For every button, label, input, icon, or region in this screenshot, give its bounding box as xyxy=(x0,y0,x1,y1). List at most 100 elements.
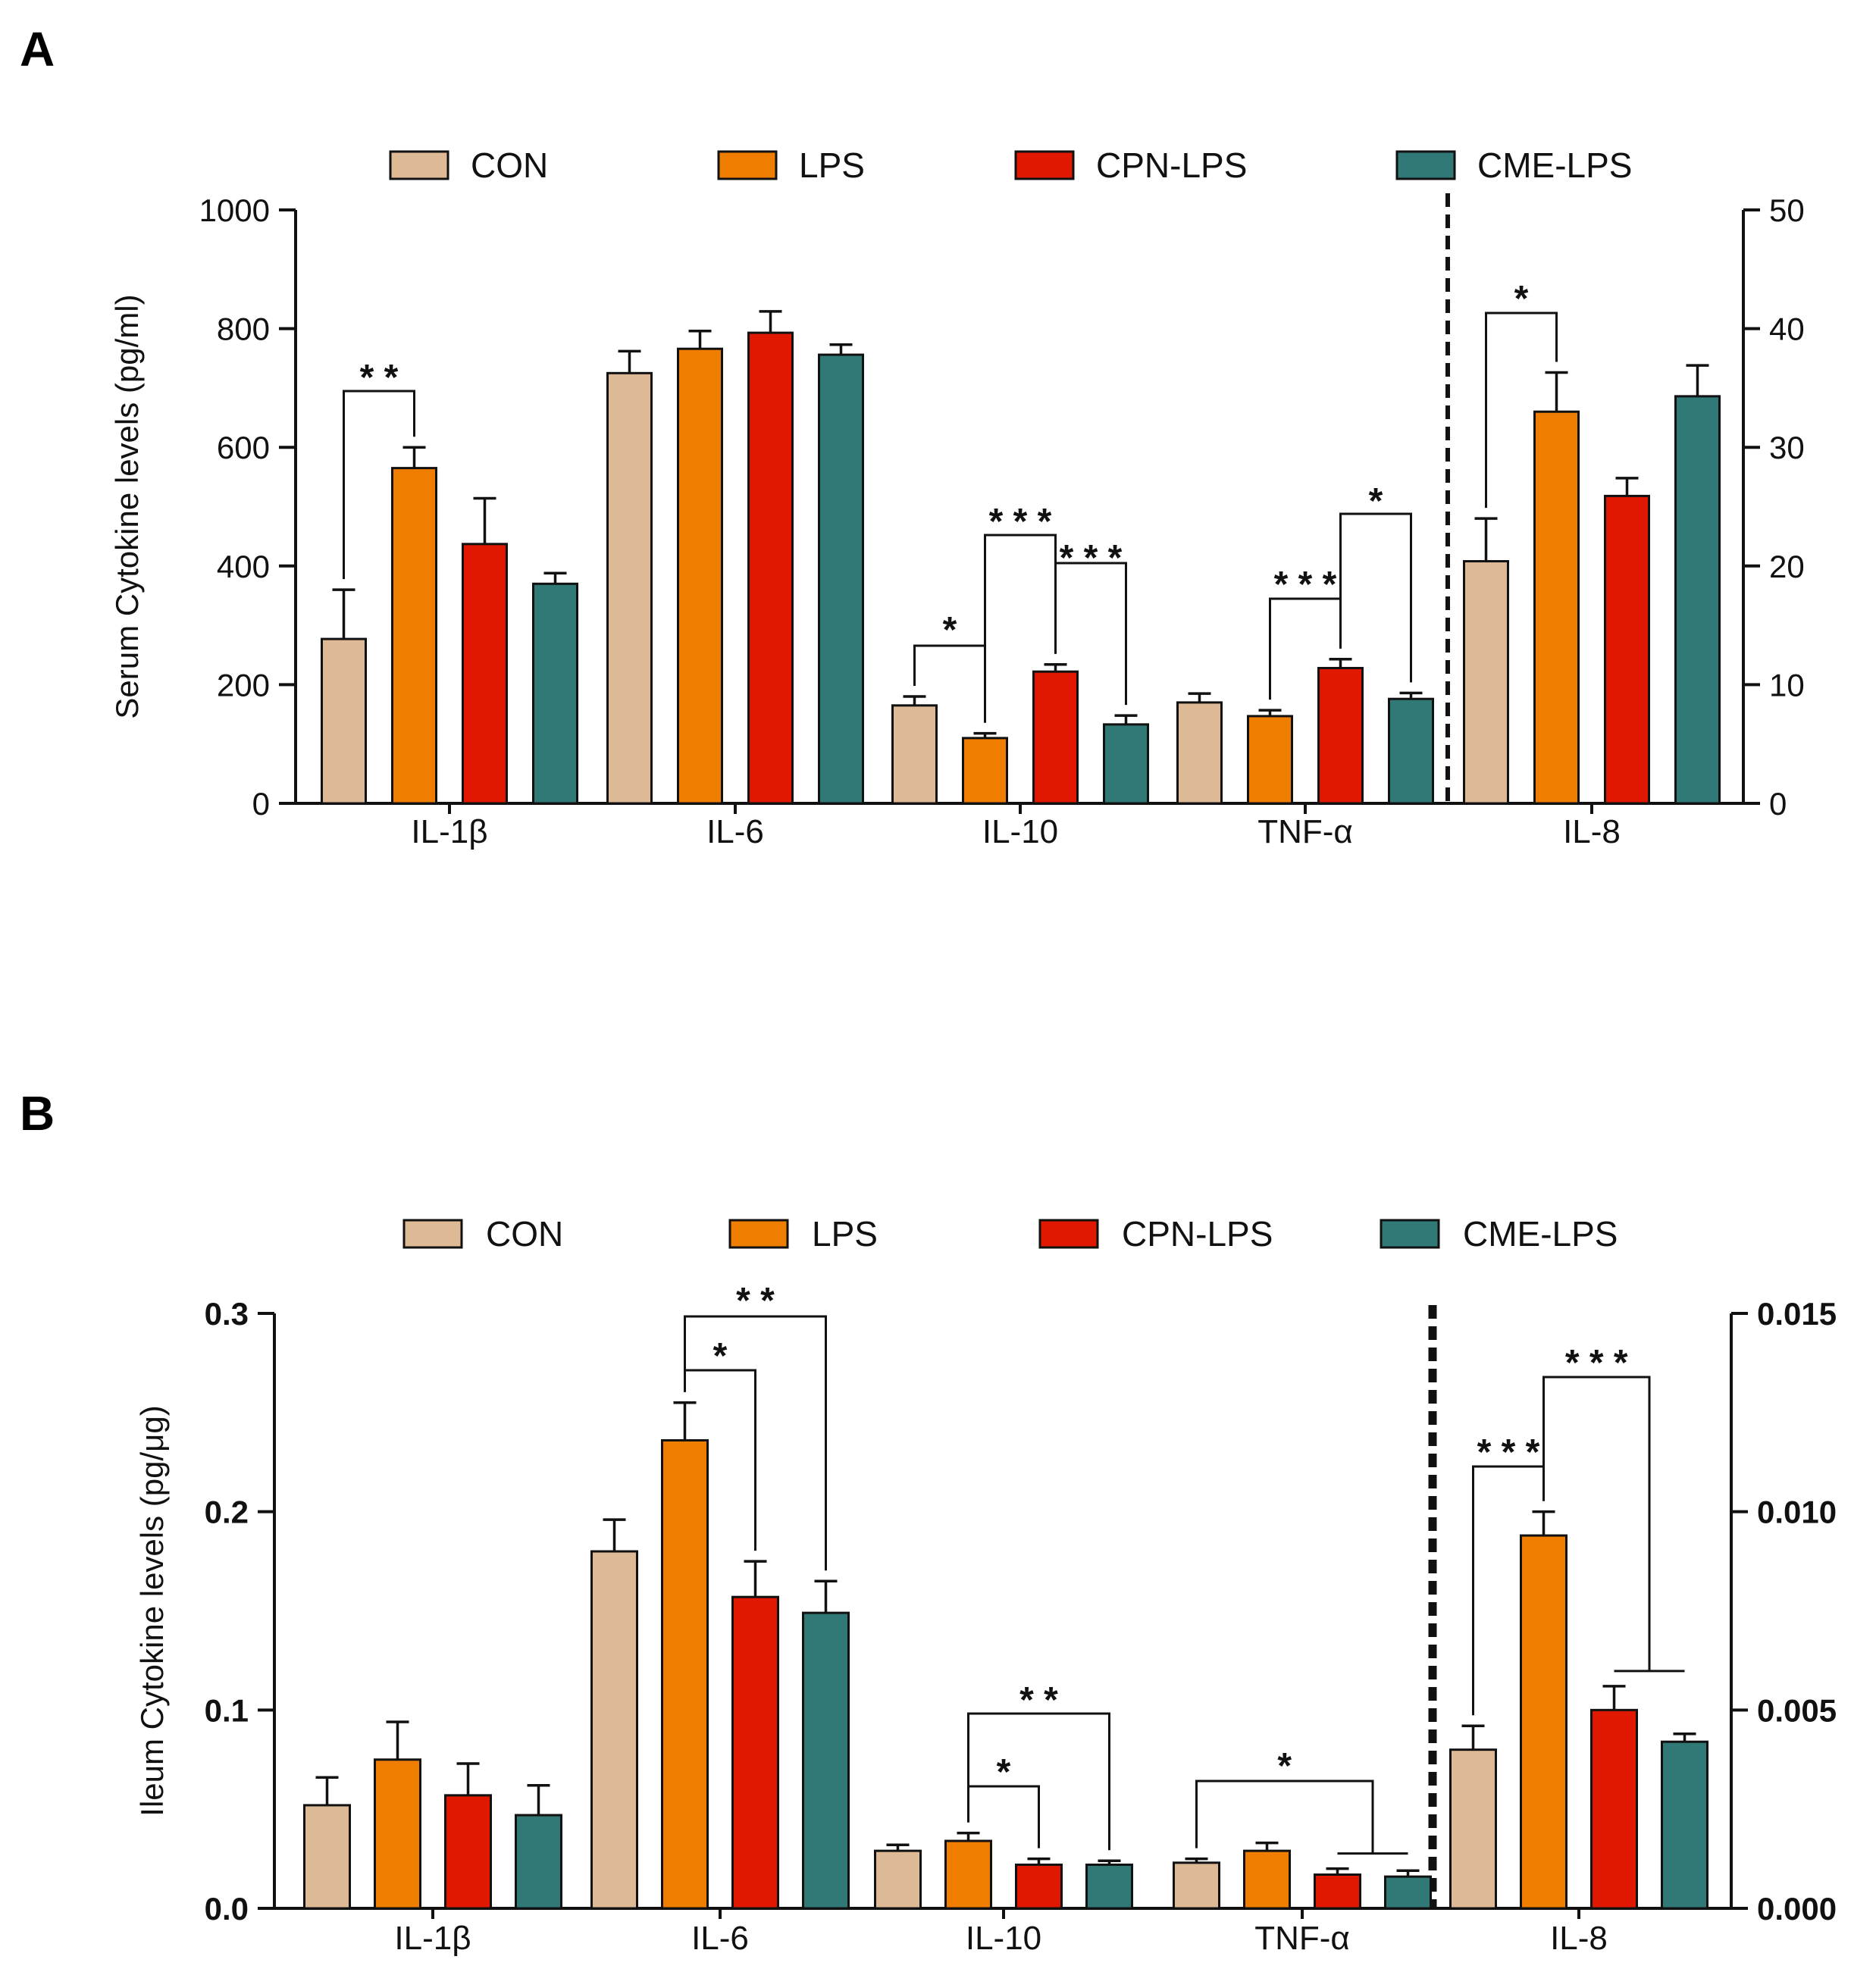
legend-swatch xyxy=(728,1219,789,1249)
bar xyxy=(1384,1875,1432,1910)
significance-stars: * xyxy=(713,1336,728,1376)
y2-tick-label: 10 xyxy=(1769,667,1805,703)
bar xyxy=(1661,1740,1708,1910)
significance-bracket: * * * xyxy=(1542,1343,1685,1673)
y-axis-title: Ileum Cytokine levels (pg/μg) xyxy=(134,1405,170,1816)
legend-swatch xyxy=(1380,1219,1440,1249)
bracket-line xyxy=(1485,311,1558,509)
category-label: IL-6 xyxy=(706,813,764,850)
bracket-line xyxy=(1054,562,1127,706)
significance-bracket: * xyxy=(1195,1746,1408,1855)
bar xyxy=(1533,410,1580,805)
legend-swatch xyxy=(1395,150,1456,180)
legend-item: CON xyxy=(402,1214,563,1254)
bar xyxy=(606,371,653,805)
significance-bracket: * * * xyxy=(1054,538,1127,706)
bar xyxy=(747,331,794,805)
bracket-line xyxy=(1542,1376,1651,1671)
significance-bracket: * * * xyxy=(1472,1432,1545,1716)
bar xyxy=(1317,666,1364,805)
panel-a-label: A xyxy=(20,22,55,77)
bar xyxy=(462,543,508,805)
bar xyxy=(515,1814,562,1910)
bar xyxy=(661,1438,709,1910)
category-label: IL-1β xyxy=(394,1920,471,1957)
y2-tick-label: 0.015 xyxy=(1757,1296,1837,1332)
legend-item: LPS xyxy=(728,1214,878,1254)
y2-tick-label: 40 xyxy=(1769,311,1805,347)
significance-stars: * * xyxy=(736,1281,775,1321)
significance-stars: * * * xyxy=(989,502,1052,542)
bar xyxy=(1085,1863,1133,1910)
legend-label: LPS xyxy=(812,1214,878,1254)
bar xyxy=(1463,560,1509,805)
significance-stars: * xyxy=(1514,279,1529,319)
significance-bracket: * xyxy=(1485,279,1558,509)
y2-tick-label: 20 xyxy=(1769,549,1805,584)
category-label: TNF-α xyxy=(1257,813,1353,850)
significance-stars: * xyxy=(1369,481,1383,521)
y2-tick-label: 0.000 xyxy=(1757,1891,1837,1927)
bracket-line xyxy=(967,1712,1110,1851)
bar xyxy=(1247,715,1293,805)
category-label: IL-8 xyxy=(1550,1920,1608,1957)
legend-label: CPN-LPS xyxy=(1096,146,1247,185)
bar xyxy=(1015,1863,1063,1910)
category-label: IL-10 xyxy=(982,813,1058,850)
y-tick-label: 800 xyxy=(217,311,270,347)
bar xyxy=(1032,670,1079,805)
bar xyxy=(1243,1849,1291,1910)
y2-tick-label: 0.005 xyxy=(1757,1692,1837,1728)
legend-label: CPN-LPS xyxy=(1122,1214,1273,1254)
bar xyxy=(1173,1861,1220,1910)
legend-item: CME-LPS xyxy=(1380,1214,1618,1254)
y-tick-label: 0.1 xyxy=(205,1692,249,1728)
bar xyxy=(944,1839,992,1910)
bar xyxy=(590,1550,638,1910)
significance-stars: * * xyxy=(360,358,399,398)
bar xyxy=(1103,723,1149,805)
y-axis-title: Serum Cytokine levels (pg/ml) xyxy=(109,294,145,718)
bracket-line xyxy=(684,1369,756,1551)
bar xyxy=(802,1611,850,1910)
legend-swatch xyxy=(1038,1219,1099,1249)
bar xyxy=(1604,494,1650,805)
legend-label: CME-LPS xyxy=(1477,146,1632,185)
significance-bracket: * xyxy=(1339,481,1412,683)
bar xyxy=(891,704,938,805)
bar xyxy=(1176,701,1223,805)
bar xyxy=(374,1758,421,1910)
bar xyxy=(677,347,723,805)
y-tick-label: 0.0 xyxy=(205,1891,249,1927)
y-tick-label: 0.3 xyxy=(205,1296,249,1332)
bar xyxy=(1590,1708,1638,1910)
significance-bracket: * * xyxy=(343,358,415,580)
chart-panel-a: 0 200 400 600 800 1000 0 10 20 30 40 50 Serum Cytoki… xyxy=(109,146,1805,850)
y-tick-label: 200 xyxy=(217,667,270,703)
panel-b-label: B xyxy=(20,1086,55,1141)
legend-item: LPS xyxy=(717,146,865,185)
significance-stars: * xyxy=(943,610,957,650)
legend-swatch xyxy=(402,1219,463,1249)
bar xyxy=(1388,697,1434,805)
bar xyxy=(1674,395,1721,805)
legend-item: CME-LPS xyxy=(1395,146,1632,185)
significance-bracket: * xyxy=(967,1752,1040,1848)
legend-swatch xyxy=(389,150,449,180)
legend-item: CPN-LPS xyxy=(1014,146,1247,185)
y2-tick-label: 0.010 xyxy=(1757,1495,1837,1530)
legend-swatch xyxy=(717,150,778,180)
bar xyxy=(874,1849,922,1910)
bar xyxy=(731,1595,779,1910)
significance-bracket: * * xyxy=(684,1281,827,1571)
significance-stars: * * * xyxy=(1274,565,1337,605)
legend-item: CPN-LPS xyxy=(1038,1214,1273,1254)
bar xyxy=(321,637,367,805)
category-label: IL-8 xyxy=(1563,813,1621,850)
bar xyxy=(1520,1534,1568,1910)
y-tick-label: 400 xyxy=(217,549,270,584)
bracket-line xyxy=(967,1785,1040,1848)
significance-stars: * xyxy=(997,1752,1011,1792)
significance-stars: * xyxy=(1277,1746,1292,1786)
